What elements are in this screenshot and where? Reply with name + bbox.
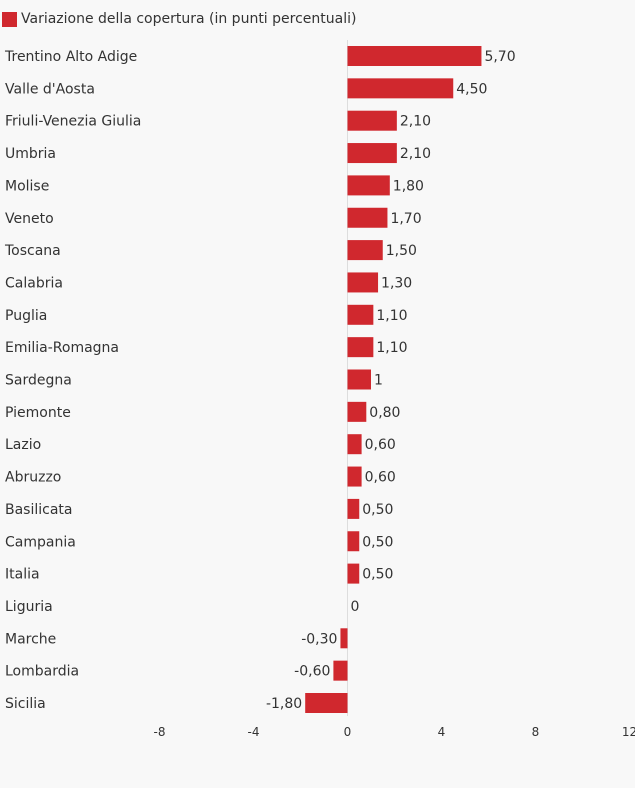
category-label: Lazio bbox=[5, 437, 41, 453]
bar bbox=[347, 563, 360, 584]
category-label: Basilicata bbox=[5, 502, 73, 518]
data-label: 1,30 bbox=[381, 275, 412, 291]
category-label: Trentino Alto Adige bbox=[4, 49, 137, 65]
category-label: Veneto bbox=[5, 211, 54, 227]
legend-label: Variazione della copertura (in punti per… bbox=[21, 11, 357, 27]
category-label: Campania bbox=[5, 534, 76, 550]
legend-swatch bbox=[2, 11, 17, 27]
bar bbox=[347, 434, 362, 455]
x-tick-label: -8 bbox=[154, 725, 166, 739]
category-label: Piemonte bbox=[5, 405, 71, 421]
data-label: 0,60 bbox=[365, 437, 396, 453]
bar bbox=[347, 143, 397, 164]
x-tick-label: -4 bbox=[248, 725, 260, 739]
bar bbox=[347, 46, 482, 66]
bar bbox=[347, 272, 379, 293]
data-label: 0,50 bbox=[362, 502, 393, 518]
category-label: Lombardia bbox=[5, 664, 79, 680]
bar bbox=[347, 498, 360, 519]
data-label: -0,30 bbox=[301, 631, 337, 647]
data-label: 1,50 bbox=[386, 243, 417, 259]
data-label: 5,70 bbox=[484, 49, 515, 65]
bar bbox=[347, 110, 397, 131]
category-label: Valle d'Aosta bbox=[5, 81, 95, 97]
bar bbox=[347, 401, 367, 422]
data-label: 2,10 bbox=[400, 146, 431, 162]
bar bbox=[340, 628, 348, 649]
bar bbox=[305, 693, 348, 713]
data-label: -1,80 bbox=[266, 696, 302, 712]
data-label: 0,50 bbox=[362, 567, 393, 583]
chart-legend: Variazione della copertura (in punti per… bbox=[2, 11, 356, 27]
data-label: 1 bbox=[374, 373, 383, 389]
x-tick-label: 8 bbox=[532, 725, 540, 739]
category-label: Toscana bbox=[4, 243, 61, 259]
data-label: 0,50 bbox=[362, 534, 393, 550]
category-label: Molise bbox=[5, 178, 49, 194]
x-tick-label: 12 bbox=[622, 725, 635, 739]
data-label: 2,10 bbox=[400, 114, 431, 130]
category-label: Sardegna bbox=[5, 373, 72, 389]
category-label: Marche bbox=[5, 631, 56, 647]
bar bbox=[347, 240, 383, 261]
data-label: -0,60 bbox=[294, 664, 330, 680]
bar bbox=[347, 369, 371, 390]
data-label: 4,50 bbox=[456, 81, 487, 97]
data-label: 1,70 bbox=[390, 211, 421, 227]
x-tick-label: 4 bbox=[438, 725, 446, 739]
data-label: 0 bbox=[351, 599, 360, 615]
bar bbox=[347, 207, 388, 228]
category-label: Calabria bbox=[5, 275, 63, 291]
bar bbox=[347, 304, 374, 325]
category-label: Liguria bbox=[5, 599, 53, 615]
category-label: Umbria bbox=[5, 146, 56, 162]
data-label: 1,10 bbox=[376, 308, 407, 324]
data-label: 1,10 bbox=[376, 340, 407, 356]
category-label: Abruzzo bbox=[5, 470, 61, 486]
bar bbox=[333, 660, 348, 681]
category-label: Puglia bbox=[5, 308, 47, 324]
bar bbox=[347, 466, 362, 487]
category-label: Emilia-Romagna bbox=[5, 340, 119, 356]
category-label: Sicilia bbox=[5, 696, 46, 712]
bar bbox=[347, 337, 374, 358]
data-label: 0,60 bbox=[365, 470, 396, 486]
bar bbox=[347, 531, 360, 552]
category-label: Italia bbox=[5, 567, 40, 583]
data-label: 1,80 bbox=[393, 178, 424, 194]
x-tick-label: 0 bbox=[344, 725, 352, 739]
bar bbox=[347, 175, 390, 196]
bar bbox=[347, 78, 454, 99]
data-label: 0,80 bbox=[369, 405, 400, 421]
category-label: Friuli-Venezia Giulia bbox=[5, 114, 141, 130]
